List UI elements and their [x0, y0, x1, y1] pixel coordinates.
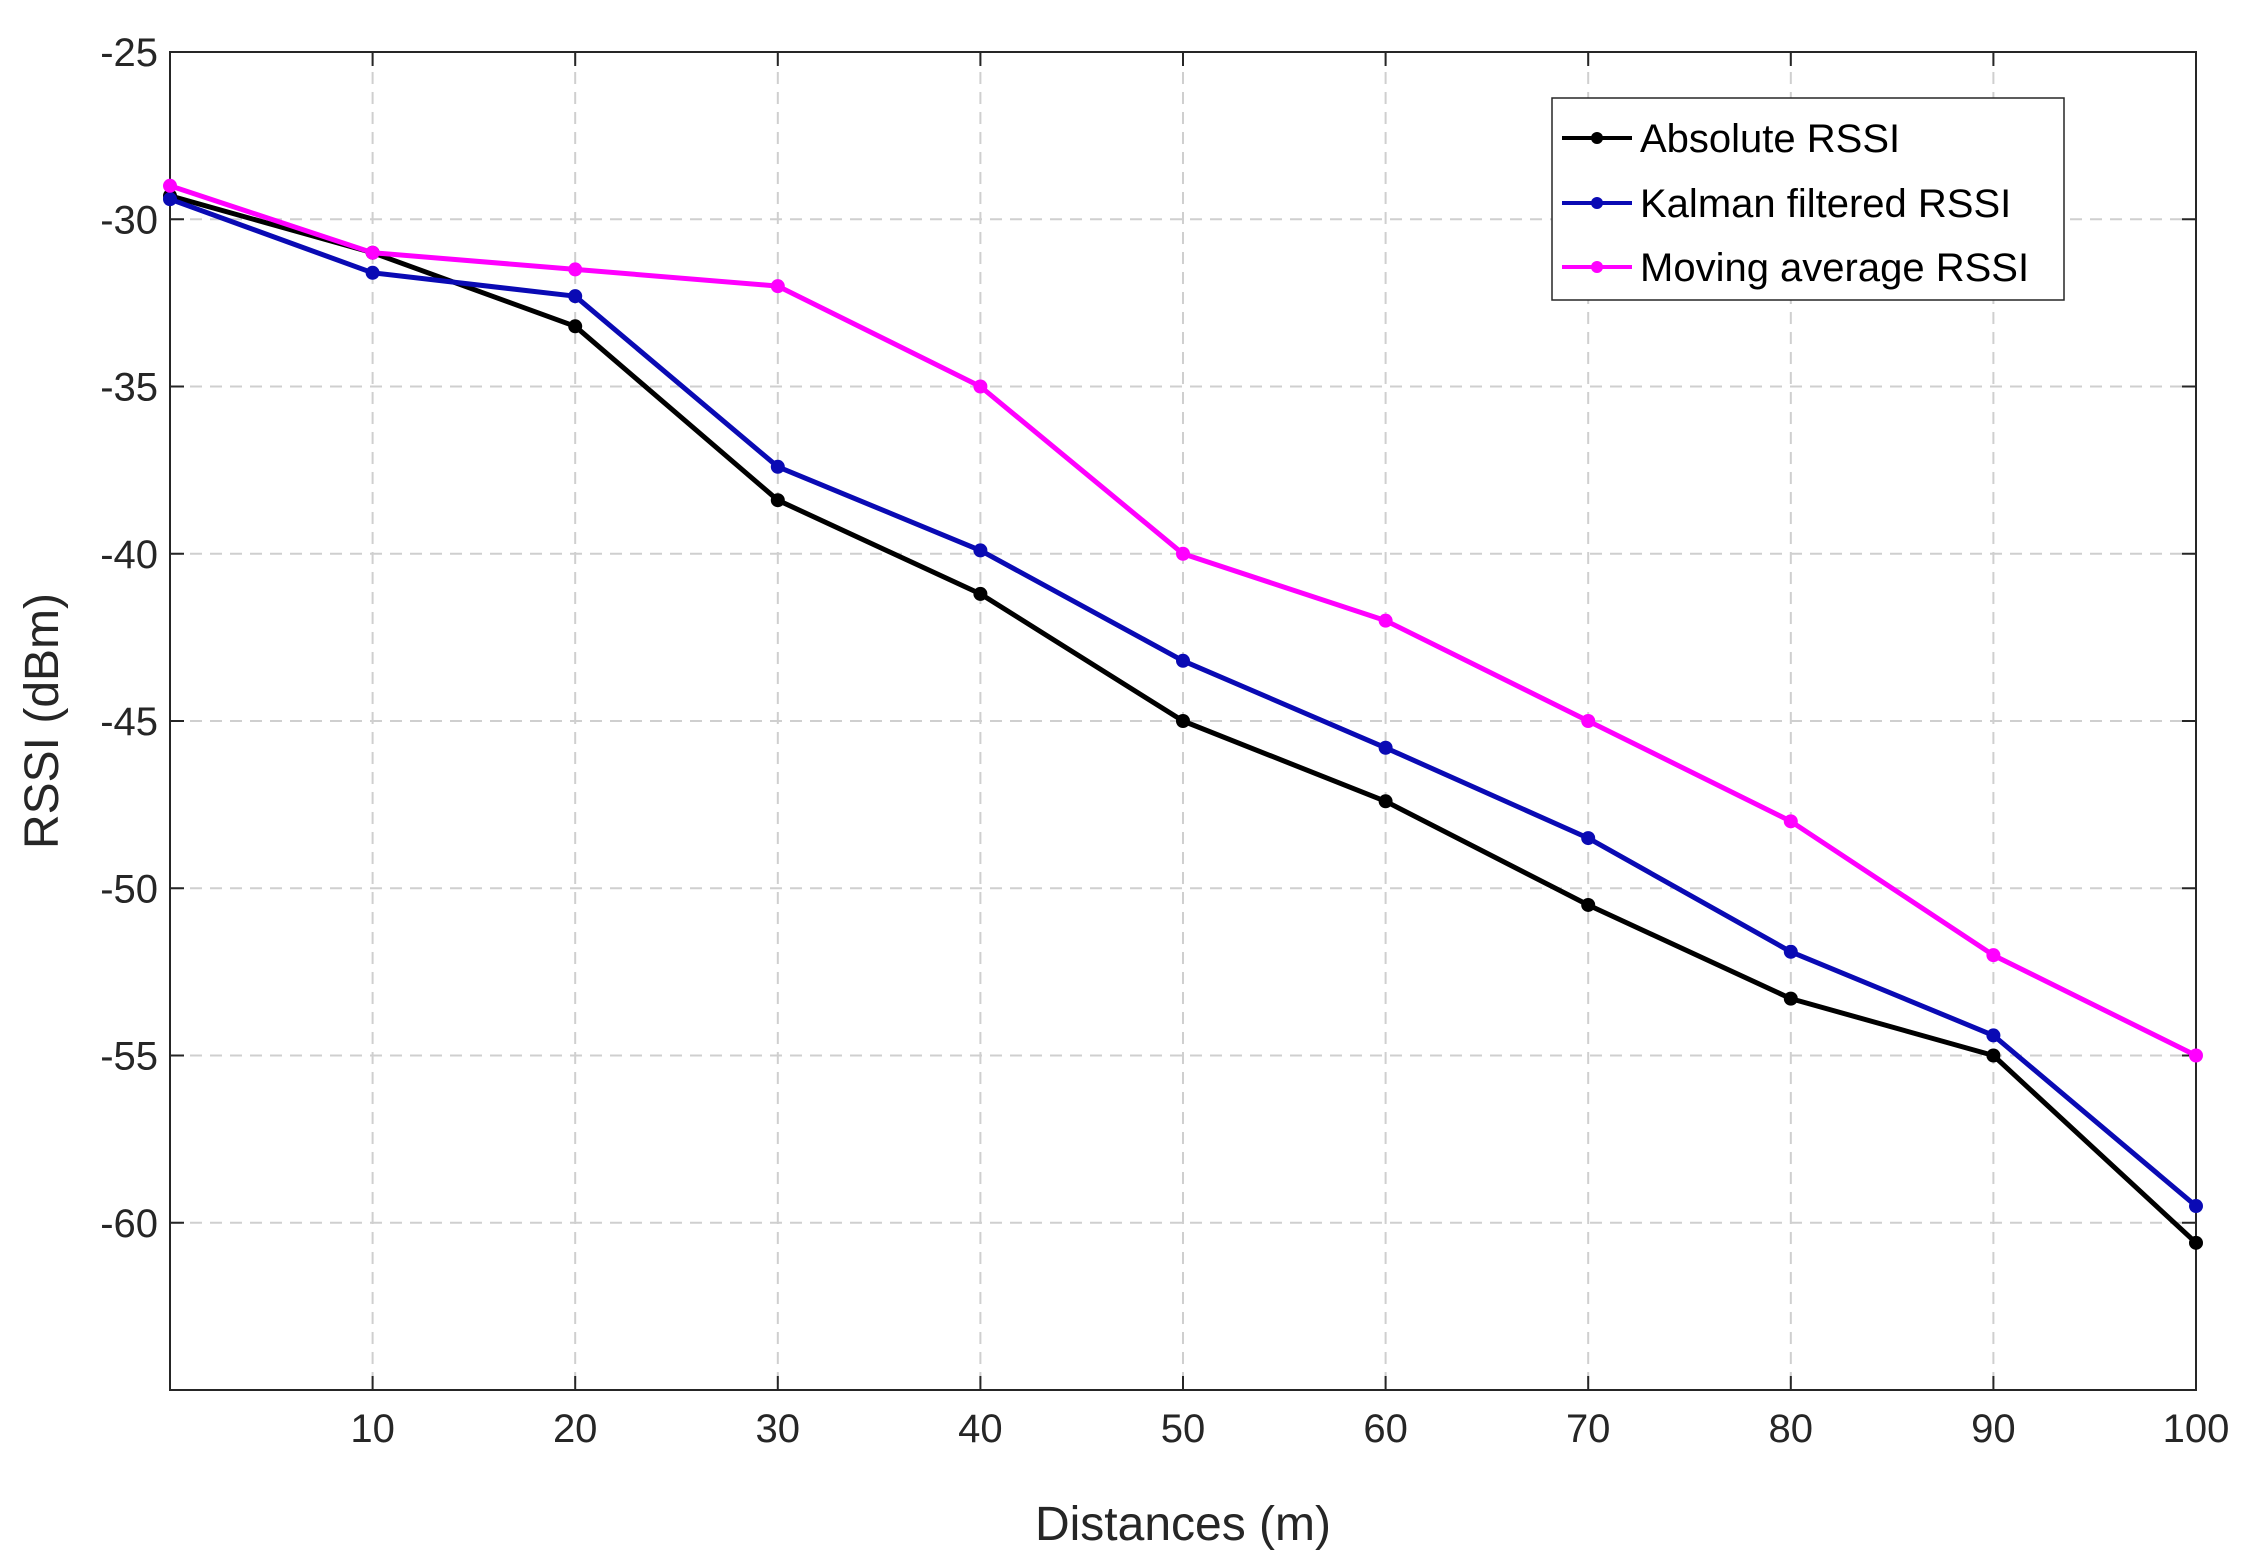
data-point — [1378, 794, 1393, 809]
legend: Absolute RSSI Kalman filtered RSSI Movin… — [1551, 97, 2065, 301]
data-point — [1176, 714, 1190, 728]
x-tick-label: 20 — [553, 1407, 598, 1451]
data-point — [1378, 740, 1393, 755]
data-point — [1581, 897, 1596, 912]
data-point — [1581, 714, 1596, 728]
data-point — [1986, 948, 2001, 963]
data-point — [163, 192, 177, 207]
x-tick-label: 40 — [958, 1407, 1003, 1451]
x-tick-label: 10 — [350, 1407, 395, 1451]
x-tick-label: 50 — [1161, 1407, 1206, 1451]
data-point — [1378, 613, 1393, 628]
data-point — [365, 245, 380, 260]
data-point — [770, 493, 785, 508]
data-point — [973, 586, 988, 601]
data-point — [365, 265, 380, 280]
data-point — [1783, 944, 1798, 959]
x-axis-title: Distances (m) — [1035, 1498, 1331, 1551]
y-tick-label: -60 — [100, 1202, 158, 1246]
y-axis-title: RSSI (dBm) — [16, 593, 69, 849]
y-tick-label: -35 — [100, 366, 158, 410]
y-tick-label: -30 — [100, 198, 158, 242]
data-point — [568, 262, 583, 277]
data-point — [568, 319, 583, 334]
data-point — [1986, 1048, 2001, 1063]
legend-box — [1551, 97, 2065, 301]
data-point — [1176, 546, 1190, 561]
x-tick-label: 30 — [756, 1407, 801, 1451]
ticks: 10 20 30 40 50 60 70 80 90 100 -25 -30 -35 -40 -45 -50 -… — [100, 31, 2229, 1451]
data-point — [1783, 991, 1798, 1006]
legend-marker-moving-average — [1591, 261, 1603, 273]
data-point — [2189, 1199, 2203, 1214]
data-point — [973, 543, 988, 558]
legend-marker-kalman — [1591, 197, 1603, 209]
data-point — [2189, 1235, 2203, 1250]
data-point — [1581, 831, 1596, 846]
data-point — [973, 379, 988, 394]
legend-label-moving-average: Moving average RSSI — [1640, 246, 2029, 290]
legend-label-kalman: Kalman filtered RSSI — [1640, 182, 2011, 226]
x-tick-label: 80 — [1769, 1407, 1814, 1451]
data-point — [568, 289, 583, 304]
y-tick-label: -50 — [100, 867, 158, 911]
y-tick-label: -40 — [100, 533, 158, 577]
data-point — [1176, 653, 1190, 668]
x-tick-label: 90 — [1971, 1407, 2016, 1451]
x-tick-label: 100 — [2163, 1407, 2230, 1451]
data-point — [770, 459, 785, 474]
data-point — [770, 279, 785, 294]
data-point — [1783, 814, 1798, 829]
y-tick-label: -55 — [100, 1035, 158, 1079]
data-point — [163, 178, 177, 193]
y-tick-label: -25 — [100, 31, 158, 75]
x-tick-label: 60 — [1363, 1407, 1408, 1451]
legend-label-absolute: Absolute RSSI — [1640, 117, 1900, 161]
x-tick-label: 70 — [1566, 1407, 1611, 1451]
y-tick-label: -45 — [100, 700, 158, 744]
legend-marker-absolute — [1591, 132, 1603, 144]
series-group — [163, 178, 2203, 1250]
data-point — [2189, 1048, 2203, 1063]
data-point — [1986, 1028, 2001, 1043]
